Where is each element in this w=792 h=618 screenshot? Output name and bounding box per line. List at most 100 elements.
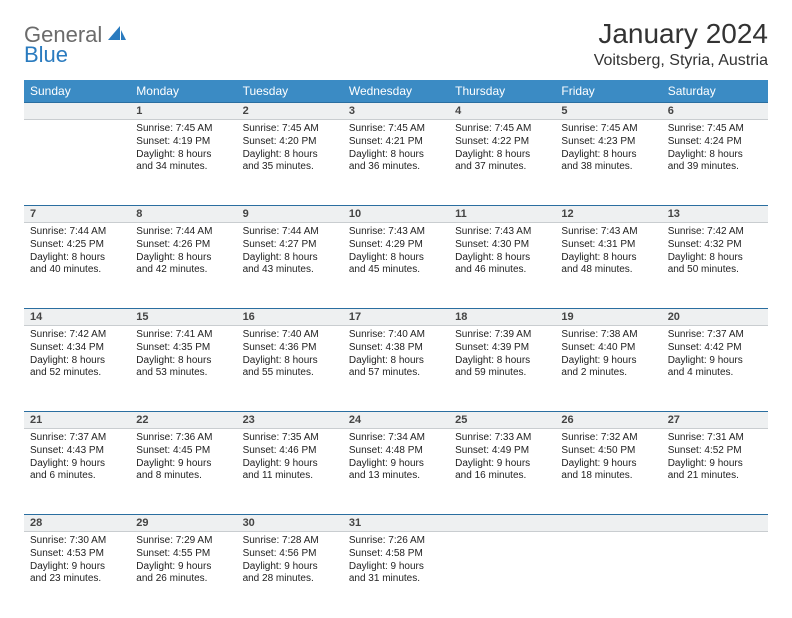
day-cell: Sunrise: 7:37 AMSunset: 4:42 PMDaylight:… [662,326,768,412]
day-line: and 31 minutes. [349,573,443,586]
day-line: Sunrise: 7:40 AM [349,329,443,342]
day-cell: Sunrise: 7:33 AMSunset: 4:49 PMDaylight:… [449,429,555,515]
day-cell: Sunrise: 7:37 AMSunset: 4:43 PMDaylight:… [24,429,130,515]
day-cell: Sunrise: 7:43 AMSunset: 4:30 PMDaylight:… [449,223,555,309]
day-line: Sunrise: 7:37 AM [30,432,124,445]
day-line: Sunset: 4:34 PM [30,342,124,355]
day-line: and 48 minutes. [561,264,655,277]
day-line: Daylight: 9 hours [136,458,230,471]
day-line: Sunset: 4:23 PM [561,136,655,149]
day-line: Sunset: 4:26 PM [136,239,230,252]
day-line: Sunrise: 7:31 AM [668,432,762,445]
day-line: Sunset: 4:27 PM [243,239,337,252]
weekday-header-row: SundayMondayTuesdayWednesdayThursdayFrid… [24,80,768,103]
logo-text-blue-wrap: Blue [24,42,68,68]
day-number: 16 [237,309,343,326]
day-line: Daylight: 9 hours [349,561,443,574]
day-cell-content: Sunrise: 7:33 AMSunset: 4:49 PMDaylight:… [449,429,555,489]
day-line: Sunset: 4:58 PM [349,548,443,561]
day-number: 26 [555,412,661,429]
day-number: 7 [24,206,130,223]
day-cell: Sunrise: 7:45 AMSunset: 4:24 PMDaylight:… [662,120,768,206]
day-cell-content: Sunrise: 7:28 AMSunset: 4:56 PMDaylight:… [237,532,343,592]
day-line: Sunset: 4:32 PM [668,239,762,252]
day-line: Daylight: 8 hours [668,149,762,162]
weekday-header: Friday [555,80,661,103]
day-line: and 50 minutes. [668,264,762,277]
day-number: 30 [237,515,343,532]
day-line: Sunset: 4:45 PM [136,445,230,458]
day-cell: Sunrise: 7:40 AMSunset: 4:36 PMDaylight:… [237,326,343,412]
day-line: Sunrise: 7:29 AM [136,535,230,548]
day-content-row: Sunrise: 7:44 AMSunset: 4:25 PMDaylight:… [24,223,768,309]
day-line: Sunrise: 7:33 AM [455,432,549,445]
day-line: Daylight: 9 hours [30,458,124,471]
day-number: 6 [662,103,768,120]
day-line: Daylight: 9 hours [136,561,230,574]
day-line: Daylight: 9 hours [30,561,124,574]
day-cell-content: Sunrise: 7:29 AMSunset: 4:55 PMDaylight:… [130,532,236,592]
day-number [555,515,661,532]
day-line: Daylight: 9 hours [243,561,337,574]
day-line: and 34 minutes. [136,161,230,174]
day-cell-content: Sunrise: 7:44 AMSunset: 4:26 PMDaylight:… [130,223,236,283]
day-line: and 8 minutes. [136,470,230,483]
day-number: 29 [130,515,236,532]
day-line: Sunset: 4:52 PM [668,445,762,458]
day-cell-content: Sunrise: 7:41 AMSunset: 4:35 PMDaylight:… [130,326,236,386]
day-cell: Sunrise: 7:44 AMSunset: 4:27 PMDaylight:… [237,223,343,309]
day-line: and 13 minutes. [349,470,443,483]
day-number: 10 [343,206,449,223]
day-number-row: 14151617181920 [24,309,768,326]
day-line: Daylight: 8 hours [136,149,230,162]
day-line: Daylight: 9 hours [668,458,762,471]
day-cell-content: Sunrise: 7:40 AMSunset: 4:38 PMDaylight:… [343,326,449,386]
day-line: and 36 minutes. [349,161,443,174]
day-line: Daylight: 8 hours [561,252,655,265]
day-cell: Sunrise: 7:44 AMSunset: 4:25 PMDaylight:… [24,223,130,309]
weekday-header: Monday [130,80,236,103]
day-cell-content: Sunrise: 7:37 AMSunset: 4:43 PMDaylight:… [24,429,130,489]
day-line: and 28 minutes. [243,573,337,586]
day-number: 21 [24,412,130,429]
day-number: 20 [662,309,768,326]
day-cell: Sunrise: 7:29 AMSunset: 4:55 PMDaylight:… [130,532,236,618]
day-line: and 2 minutes. [561,367,655,380]
day-line: and 53 minutes. [136,367,230,380]
day-number: 23 [237,412,343,429]
day-line: and 18 minutes. [561,470,655,483]
day-line: Sunrise: 7:40 AM [243,329,337,342]
day-number: 27 [662,412,768,429]
day-line: Sunrise: 7:37 AM [668,329,762,342]
day-cell-content: Sunrise: 7:45 AMSunset: 4:24 PMDaylight:… [662,120,768,180]
day-line: Sunset: 4:25 PM [30,239,124,252]
day-number: 17 [343,309,449,326]
day-cell-content: Sunrise: 7:43 AMSunset: 4:31 PMDaylight:… [555,223,661,283]
day-line: Sunrise: 7:26 AM [349,535,443,548]
day-line: and 43 minutes. [243,264,337,277]
day-cell: Sunrise: 7:30 AMSunset: 4:53 PMDaylight:… [24,532,130,618]
day-line: and 38 minutes. [561,161,655,174]
day-line: Sunset: 4:20 PM [243,136,337,149]
logo-sail-icon [106,24,128,47]
day-line: and 6 minutes. [30,470,124,483]
day-line: Sunset: 4:56 PM [243,548,337,561]
day-line: Daylight: 9 hours [668,355,762,368]
day-number: 4 [449,103,555,120]
day-line: and 23 minutes. [30,573,124,586]
location: Voitsberg, Styria, Austria [594,52,768,70]
day-cell: Sunrise: 7:45 AMSunset: 4:20 PMDaylight:… [237,120,343,206]
day-line: Sunset: 4:42 PM [668,342,762,355]
day-cell: Sunrise: 7:28 AMSunset: 4:56 PMDaylight:… [237,532,343,618]
day-line: Sunset: 4:48 PM [349,445,443,458]
day-line: Sunrise: 7:43 AM [349,226,443,239]
day-number: 24 [343,412,449,429]
day-cell [449,532,555,618]
day-line: Sunset: 4:29 PM [349,239,443,252]
day-line: and 16 minutes. [455,470,549,483]
day-line: Sunset: 4:53 PM [30,548,124,561]
day-line: Daylight: 8 hours [349,355,443,368]
day-cell-content: Sunrise: 7:42 AMSunset: 4:34 PMDaylight:… [24,326,130,386]
day-line: Sunrise: 7:43 AM [455,226,549,239]
day-line: Sunrise: 7:35 AM [243,432,337,445]
